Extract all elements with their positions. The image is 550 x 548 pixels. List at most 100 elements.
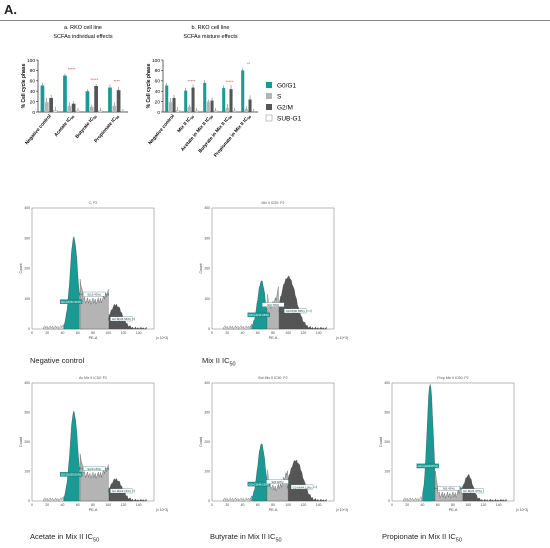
x-tick-label: 80 [271,331,275,335]
bar [187,106,191,112]
gate-label-box [110,488,133,494]
bar [203,82,207,112]
x-tick-label: Negative control [147,113,176,146]
bar [222,88,226,112]
g2-m-peak [288,459,327,502]
significance-mark: ***** [226,79,234,84]
significance-mark: ***** [68,66,76,71]
y-axis-label: Count [19,262,23,273]
g0-g1-peak [63,236,80,330]
y-axis-label: Count [19,436,23,447]
y-tick-label: 400 [204,206,210,210]
y-tick-label: 400 [24,206,30,210]
legend-swatch [266,93,272,99]
s-phase-area [79,279,109,330]
histogram-propionate-in-mix-ii: Prop Mix II IC50: P2 0 100 200 300 400 0 20 40 60… [379,376,528,512]
bar [225,107,229,112]
bar [40,85,45,112]
g2-m-peak [108,303,147,330]
x-tick-label: 100 [105,331,111,335]
y-tick-label: 20 [30,99,36,105]
legend-label: SUB-G1 [277,116,302,123]
y-tick-label: 0 [157,110,160,116]
bar [210,100,214,112]
y-tick-label: 400 [24,381,30,385]
x-tick-label: Negative control [24,113,53,146]
histogram-title: Mix II IC50: P2 [262,201,285,205]
y-tick-label: 80 [30,68,36,74]
gate-label: G2-M(26.54%) [112,317,131,321]
y-axis-label: Count [379,436,383,447]
gate-label-box [461,488,484,494]
significance-mark: ** [247,61,251,66]
bar [175,110,180,113]
y-axis-label: Count [199,262,203,273]
gate-label-box [283,308,307,314]
bar [184,90,188,112]
y-tick-label: 200 [24,267,30,271]
x-tick-label: 120 [121,503,127,507]
x-tick-label: 60 [256,503,260,507]
x-tick-label: 80 [91,331,95,335]
bar [241,70,245,112]
gate-label-box [437,485,460,491]
histogram-negative-control: C: P2 0 100 200 300 400 0 20 40 60 80 100 120 140 PE-A… [19,201,168,340]
x-tick-label: 60 [436,503,440,507]
g2-m-peak [462,474,507,502]
x-tick-label: 0 [211,503,213,507]
y-tick-label: 40 [155,89,161,95]
x-tick-label: Acetate IC50 [53,113,75,138]
gate-label-box [59,299,83,304]
legend-label: S [277,94,282,101]
caption-mix-ii: Mix II IC50 [202,356,236,368]
legend-swatch [266,104,272,110]
x-tick-label: 100 [285,503,291,507]
sub-g1-area [43,324,64,330]
gate-label: S(9.70%) [267,303,279,307]
bar [120,111,126,113]
x-tick-label: 60 [76,503,80,507]
x-tick-label: 140 [316,503,322,507]
sub-g1-area [43,496,64,502]
histogram-mix-ii: Mix II IC50: P2 0 100 200 300 400 0 20 40 60 80 100… [199,201,348,340]
x-axis-unit: (x 10^3) [336,508,348,512]
x-tick-label: Propionate in Mix II IC50 [213,113,252,158]
caption-propionate-in-mix-ii: Propionate in Mix II IC50 [382,532,462,544]
x-tick-label: 80 [91,503,95,507]
legend-swatch [265,114,273,122]
s-phase-area [267,469,288,502]
bar-chart-mixture-effects: b. RKO cell line SCFAs mixture effects 0 20… [146,25,258,159]
gate-label: G2-M(46.55%) [286,309,305,313]
y-tick-label: 20 [155,99,161,105]
bar [71,103,76,112]
y-tick-label: 60 [30,79,36,85]
y-axis-label: % Cell cycle phase [146,63,152,108]
s-phase-area [79,453,109,502]
gate-label-box [416,463,439,469]
x-tick-label: 0 [211,331,213,335]
gate-label: G2-M(22.14%) [112,489,131,493]
y-tick-label: 200 [204,440,210,444]
x-axis-label: PE-A [269,508,278,512]
significance-mark: ***** [188,78,196,83]
x-tick-label: 80 [271,503,275,507]
x-tick-label: 40 [61,503,65,507]
chart-subtitle: SCFAs mixture effects [183,34,238,40]
x-tick-label: 20 [225,503,229,507]
x-tick-label: 120 [301,331,307,335]
x-tick-label: 0 [31,331,33,335]
y-tick-label: 0 [208,327,210,331]
bar [232,110,237,113]
x-tick-label: 120 [121,331,127,335]
y-tick-label: 100 [384,470,390,474]
x-tick-label: 140 [496,503,502,507]
y-tick-label: 0 [208,499,210,503]
chart-title: a. RKO cell line [64,25,102,31]
x-axis-unit: (x 10^3) [156,508,168,512]
bar [194,110,199,113]
gate-label-box [59,472,83,477]
x-tick-label: 0 [31,503,33,507]
panel-letter: A. [4,2,17,17]
y-axis-label: % Cell cycle phase [21,63,27,108]
histogram-title: Prop Mix II IC50: P2 [437,376,468,380]
